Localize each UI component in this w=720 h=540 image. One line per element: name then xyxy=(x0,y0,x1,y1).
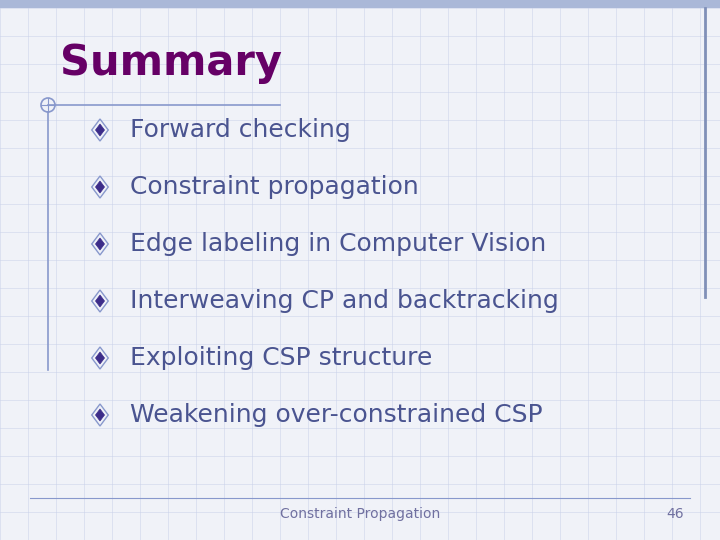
Text: 46: 46 xyxy=(666,507,684,521)
Text: Summary: Summary xyxy=(60,42,282,84)
Polygon shape xyxy=(96,295,104,307)
Text: Edge labeling in Computer Vision: Edge labeling in Computer Vision xyxy=(130,232,546,256)
Polygon shape xyxy=(96,181,104,193)
Polygon shape xyxy=(96,124,104,136)
Text: Forward checking: Forward checking xyxy=(130,118,351,142)
Polygon shape xyxy=(96,352,104,364)
Text: Interweaving CP and backtracking: Interweaving CP and backtracking xyxy=(130,289,559,313)
Text: Weakening over-constrained CSP: Weakening over-constrained CSP xyxy=(130,403,543,427)
Text: Exploiting CSP structure: Exploiting CSP structure xyxy=(130,346,433,370)
Bar xyxy=(0,0,720,8)
Polygon shape xyxy=(96,409,104,421)
Text: Constraint Propagation: Constraint Propagation xyxy=(280,507,440,521)
Polygon shape xyxy=(96,238,104,250)
Text: Constraint propagation: Constraint propagation xyxy=(130,175,419,199)
